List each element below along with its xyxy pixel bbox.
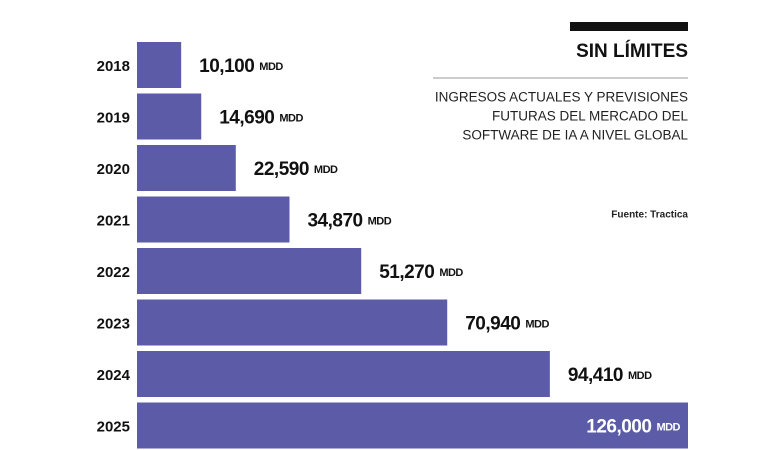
data-label-value: 51,270 xyxy=(379,262,434,283)
y-tick-label: 2018 xyxy=(97,58,130,75)
data-label: 10,100 MDD xyxy=(199,56,283,77)
data-label: 126,000 MDD xyxy=(586,417,680,438)
title-bar xyxy=(570,22,688,31)
bar xyxy=(137,351,550,397)
data-label-unit: MDD xyxy=(259,61,283,73)
y-tick-label: 2021 xyxy=(97,212,130,229)
data-label-value: 94,410 xyxy=(568,365,623,386)
subtitle: INGRESOS ACTUALES Y PREVISIONES xyxy=(435,90,688,105)
bar xyxy=(137,248,362,294)
data-label-unit: MDD xyxy=(279,112,303,124)
bar xyxy=(137,93,202,140)
y-tick-label: 2019 xyxy=(97,109,130,126)
data-label-unit: MDD xyxy=(656,421,680,433)
data-label-unit: MDD xyxy=(439,267,463,279)
data-label-value: 34,870 xyxy=(307,211,362,232)
data-label-value: 70,940 xyxy=(465,314,520,335)
y-tick-label: 2025 xyxy=(97,418,130,435)
data-label: 70,940 MDD xyxy=(465,314,549,335)
data-label-unit: MDD xyxy=(368,215,392,227)
subtitle: FUTURAS DEL MERCADO DEL xyxy=(492,109,689,124)
data-label: 94,410 MDD xyxy=(568,365,652,386)
data-label: 22,590 MDD xyxy=(254,159,338,180)
data-label: 34,870 MDD xyxy=(307,211,391,232)
bar xyxy=(137,299,448,346)
data-label: 14,690 MDD xyxy=(219,108,303,129)
data-label-value: 22,590 xyxy=(254,159,309,180)
data-label-unit: MDD xyxy=(314,164,338,176)
bar xyxy=(137,402,688,449)
data-label-value: 14,690 xyxy=(219,108,274,129)
bar xyxy=(137,42,182,88)
data-label-unit: MDD xyxy=(628,370,652,382)
data-label-unit: MDD xyxy=(525,318,549,330)
data-label-value: 126,000 xyxy=(586,417,651,438)
y-tick-label: 2022 xyxy=(97,264,130,281)
data-label-value: 10,100 xyxy=(199,56,254,77)
bar xyxy=(137,196,290,243)
chart-title: SIN LÍMITES xyxy=(576,40,688,62)
data-label: 51,270 MDD xyxy=(379,262,463,283)
y-tick-label: 2024 xyxy=(97,367,131,384)
y-tick-label: 2020 xyxy=(97,161,130,178)
bar xyxy=(137,145,236,191)
source: Fuente: Tractica xyxy=(611,210,688,221)
y-tick-label: 2023 xyxy=(97,315,130,332)
subtitle: SOFTWARE DE IA A NIVEL GLOBAL xyxy=(462,128,688,143)
